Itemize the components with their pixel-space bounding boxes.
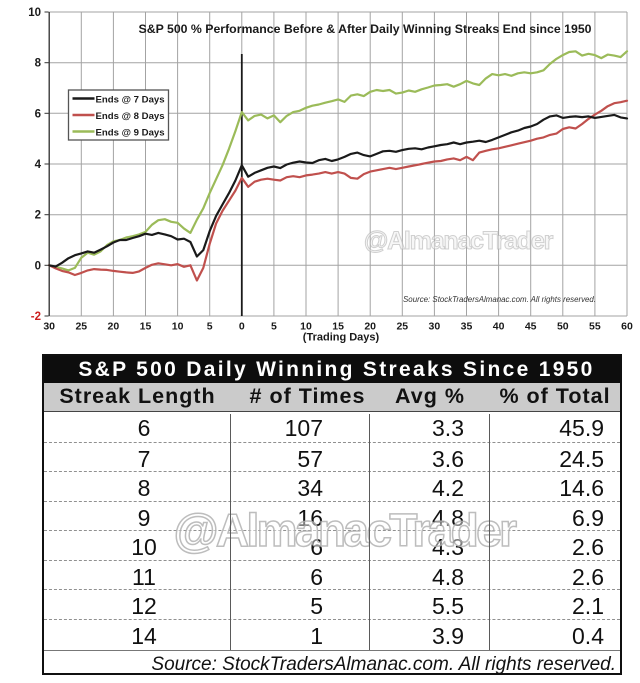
svg-text:5: 5 <box>207 321 213 333</box>
svg-text:Ends @ 8 Days: Ends @ 8 Days <box>96 111 165 122</box>
svg-text:8: 8 <box>35 58 42 70</box>
svg-text:25: 25 <box>75 321 87 333</box>
svg-text:15: 15 <box>332 321 344 333</box>
svg-text:Ends @ 7 Days: Ends @ 7 Days <box>96 95 165 106</box>
svg-text:5: 5 <box>271 321 277 333</box>
svg-text:45: 45 <box>525 321 537 333</box>
svg-text:20: 20 <box>108 321 120 333</box>
svg-text:Ends @ 9 Days: Ends @ 9 Days <box>96 128 165 139</box>
svg-text:@AlmanacTrader: @AlmanacTrader <box>364 227 554 255</box>
svg-text:(Trading Days): (Trading Days) <box>303 332 380 344</box>
svg-text:50: 50 <box>557 321 569 333</box>
svg-text:10: 10 <box>28 7 41 19</box>
svg-text:4: 4 <box>35 159 42 171</box>
svg-text:Source: StockTradersAlmanac.co: Source: StockTradersAlmanac.com. All rig… <box>403 295 596 304</box>
svg-text:S&P 500 % Performance Before &: S&P 500 % Performance Before & After Dai… <box>139 22 592 36</box>
svg-text:2: 2 <box>35 210 41 222</box>
svg-text:-2: -2 <box>31 311 41 323</box>
svg-text:55: 55 <box>589 321 601 333</box>
svg-text:6: 6 <box>35 108 41 120</box>
svg-text:30: 30 <box>429 321 441 333</box>
svg-text:10: 10 <box>172 321 184 333</box>
svg-text:0: 0 <box>35 260 41 272</box>
svg-text:20: 20 <box>364 321 376 333</box>
svg-text:35: 35 <box>461 321 473 333</box>
svg-text:40: 40 <box>493 321 505 333</box>
svg-text:15: 15 <box>140 321 152 333</box>
svg-text:30: 30 <box>43 321 55 333</box>
svg-text:0: 0 <box>239 321 245 333</box>
svg-text:10: 10 <box>300 321 312 333</box>
svg-text:25: 25 <box>396 321 408 333</box>
svg-text:60: 60 <box>621 321 633 333</box>
